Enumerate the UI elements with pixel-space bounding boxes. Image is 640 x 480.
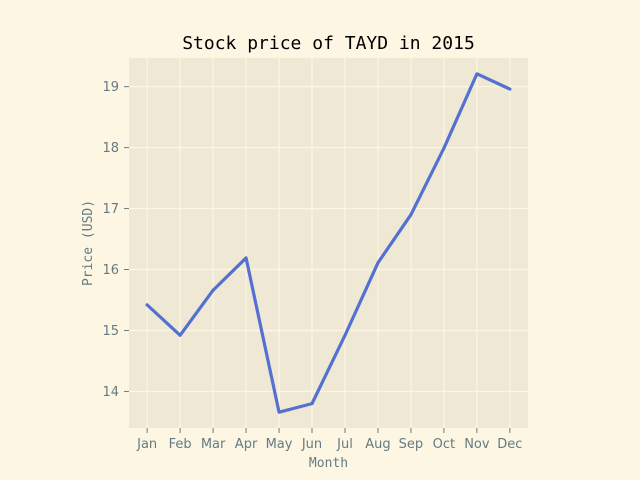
x-tick-label: Jan bbox=[136, 437, 157, 452]
y-tick-label: 19 bbox=[102, 80, 119, 95]
gridlines bbox=[129, 58, 528, 428]
x-tick-label: Oct bbox=[433, 437, 455, 452]
x-tick-label: Apr bbox=[235, 437, 258, 452]
x-tick-label: Jun bbox=[301, 437, 322, 452]
x-axis-label: Month bbox=[309, 456, 348, 471]
price-line bbox=[145, 72, 512, 414]
x-tick-label: Jul bbox=[336, 437, 353, 452]
x-tick-label: May bbox=[266, 437, 293, 452]
y-axis-label: Price (USD) bbox=[81, 200, 96, 286]
x-tick-label: Nov bbox=[464, 437, 490, 452]
x-tick-label: Aug bbox=[365, 437, 390, 452]
x-tick-label: Feb bbox=[169, 437, 192, 452]
y-tick-label: 18 bbox=[102, 141, 119, 156]
y-tick-label: 16 bbox=[102, 263, 119, 278]
x-tick-label: Sep bbox=[399, 437, 424, 452]
axis-ticks: Jan Feb Mar Apr May Jun Jul Aug Sep Oct Nov Dec 14 15… bbox=[102, 80, 522, 452]
y-tick-label: 15 bbox=[102, 324, 119, 339]
chart-title: Stock price of TAYD in 2015 bbox=[182, 33, 475, 54]
x-tick-label: Dec bbox=[497, 437, 522, 452]
x-tick-label: Mar bbox=[201, 437, 226, 452]
y-tick-label: 14 bbox=[102, 385, 119, 400]
y-tick-label: 17 bbox=[102, 202, 119, 217]
